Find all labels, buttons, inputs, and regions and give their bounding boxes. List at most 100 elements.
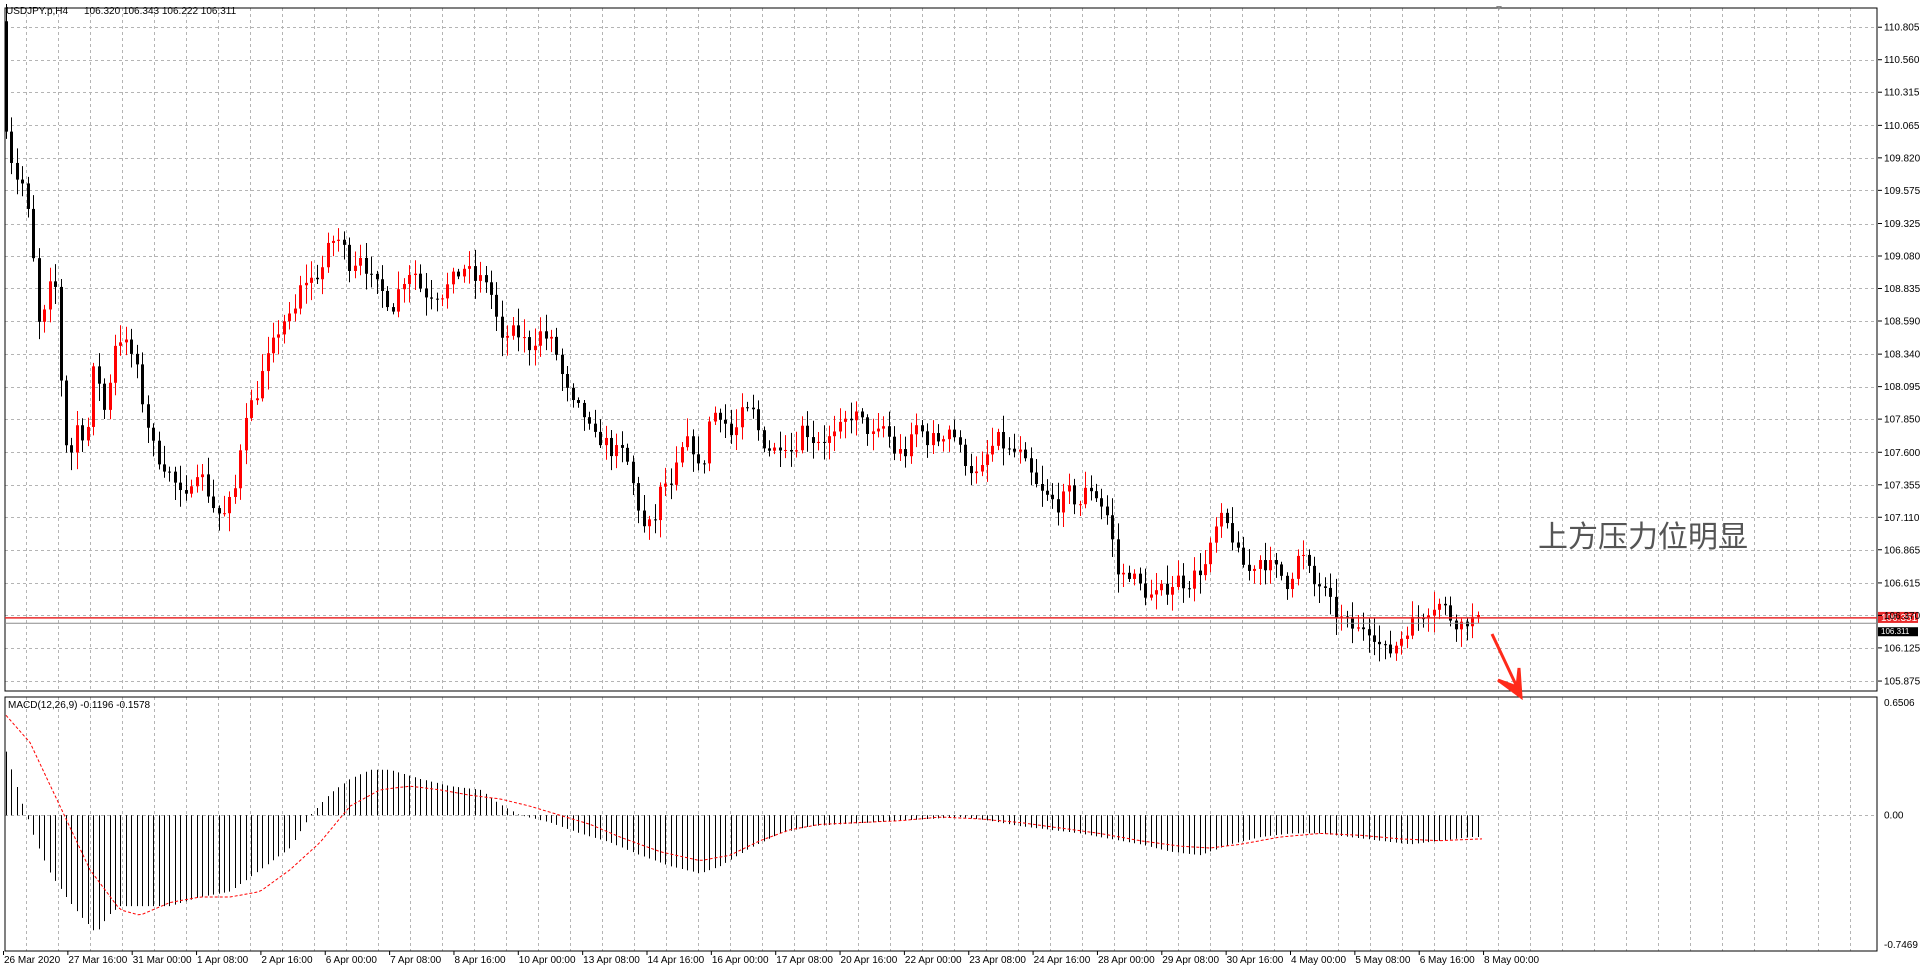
candle-body[interactable] xyxy=(38,258,41,322)
candle-body[interactable] xyxy=(354,265,357,271)
candle-body[interactable] xyxy=(888,426,891,437)
candle-body[interactable] xyxy=(1259,560,1262,569)
candle-body[interactable] xyxy=(245,417,248,451)
candle-body[interactable] xyxy=(370,273,373,275)
candle-body[interactable] xyxy=(386,290,389,308)
candle-body[interactable] xyxy=(81,425,84,441)
candle-body[interactable] xyxy=(1438,603,1441,610)
candle-body[interactable] xyxy=(1264,560,1267,571)
candle-body[interactable] xyxy=(932,433,935,446)
candle-body[interactable] xyxy=(1460,621,1463,630)
candle-body[interactable] xyxy=(299,285,302,309)
candle-body[interactable] xyxy=(942,439,945,442)
candle-body[interactable] xyxy=(615,445,618,457)
candle-body[interactable] xyxy=(1019,449,1022,452)
candle-body[interactable] xyxy=(1302,554,1305,556)
candle-body[interactable] xyxy=(109,382,112,410)
candle-body[interactable] xyxy=(659,486,662,521)
candle-body[interactable] xyxy=(724,419,727,424)
candle-body[interactable] xyxy=(1253,568,1256,571)
candle-body[interactable] xyxy=(92,366,95,427)
candle-body[interactable] xyxy=(1395,645,1398,654)
candle-body[interactable] xyxy=(539,331,542,346)
candle-body[interactable] xyxy=(686,436,689,448)
candle-body[interactable] xyxy=(1111,515,1114,540)
candle-body[interactable] xyxy=(141,364,144,405)
candle-body[interactable] xyxy=(959,437,962,445)
candle-body[interactable] xyxy=(975,471,978,474)
candle-body[interactable] xyxy=(1357,627,1360,629)
candle-body[interactable] xyxy=(1024,449,1027,459)
candle-body[interactable] xyxy=(501,316,504,338)
candle-body[interactable] xyxy=(1062,491,1065,513)
candle-body[interactable] xyxy=(1329,587,1332,597)
candle-body[interactable] xyxy=(991,445,994,455)
candle-body[interactable] xyxy=(1171,587,1174,595)
candle-body[interactable] xyxy=(1122,572,1125,575)
candle-body[interactable] xyxy=(763,430,766,449)
candle-body[interactable] xyxy=(692,436,695,455)
candle-body[interactable] xyxy=(757,409,760,431)
candle-body[interactable] xyxy=(572,387,575,401)
candle-body[interactable] xyxy=(414,273,417,276)
candle-body[interactable] xyxy=(425,288,428,298)
candle-body[interactable] xyxy=(981,465,984,472)
candle-body[interactable] xyxy=(152,427,155,441)
candle-body[interactable] xyxy=(376,273,379,280)
candle-body[interactable] xyxy=(577,400,580,403)
candle-body[interactable] xyxy=(714,412,717,422)
candle-body[interactable] xyxy=(1166,583,1169,595)
candle-body[interactable] xyxy=(545,331,548,339)
candle-body[interactable] xyxy=(365,257,368,274)
candle-body[interactable] xyxy=(103,383,106,410)
candle-body[interactable] xyxy=(125,339,128,343)
candle-body[interactable] xyxy=(784,449,787,451)
candle-body[interactable] xyxy=(452,271,455,285)
candle-body[interactable] xyxy=(1041,484,1044,491)
candle-body[interactable] xyxy=(1427,615,1430,619)
candle-body[interactable] xyxy=(839,421,842,432)
candle-body[interactable] xyxy=(1220,512,1223,527)
candle-body[interactable] xyxy=(1090,487,1093,492)
candle-body[interactable] xyxy=(1449,605,1452,621)
candle-body[interactable] xyxy=(441,298,444,300)
candle-body[interactable] xyxy=(719,412,722,420)
candle-body[interactable] xyxy=(201,474,204,478)
candle-body[interactable] xyxy=(948,429,951,440)
candle-body[interactable] xyxy=(1226,512,1229,524)
candle-body[interactable] xyxy=(632,461,635,484)
candle-body[interactable] xyxy=(495,294,498,317)
candle-body[interactable] xyxy=(1269,560,1272,571)
candle-body[interactable] xyxy=(926,431,929,446)
candle-body[interactable] xyxy=(779,447,782,451)
candle-body[interactable] xyxy=(1046,490,1049,495)
candle-body[interactable] xyxy=(218,508,221,514)
macd-indicator[interactable] xyxy=(5,714,1483,931)
candle-body[interactable] xyxy=(1160,583,1163,591)
candle-body[interactable] xyxy=(626,447,629,462)
candle-body[interactable] xyxy=(1291,578,1294,590)
candle-body[interactable] xyxy=(474,266,477,281)
candle-body[interactable] xyxy=(1139,573,1142,584)
candle-body[interactable] xyxy=(882,426,885,429)
candle-body[interactable] xyxy=(1073,485,1076,505)
candle-body[interactable] xyxy=(1275,560,1278,565)
candle-body[interactable] xyxy=(174,471,177,483)
candle-body[interactable] xyxy=(964,444,967,467)
candle-body[interactable] xyxy=(997,432,1000,446)
candle-body[interactable] xyxy=(16,162,19,180)
candle-body[interactable] xyxy=(468,266,471,269)
candle-body[interactable] xyxy=(1335,596,1338,618)
candle-body[interactable] xyxy=(1150,594,1153,598)
candle-body[interactable] xyxy=(479,275,482,281)
candle-body[interactable] xyxy=(5,21,8,132)
candle-body[interactable] xyxy=(921,425,924,432)
candle-body[interactable] xyxy=(904,449,907,457)
candle-body[interactable] xyxy=(1384,644,1387,646)
candle-body[interactable] xyxy=(1199,570,1202,576)
candle-body[interactable] xyxy=(910,434,913,457)
candle-body[interactable] xyxy=(833,431,836,437)
candle-body[interactable] xyxy=(741,407,744,428)
candle-body[interactable] xyxy=(664,483,667,487)
